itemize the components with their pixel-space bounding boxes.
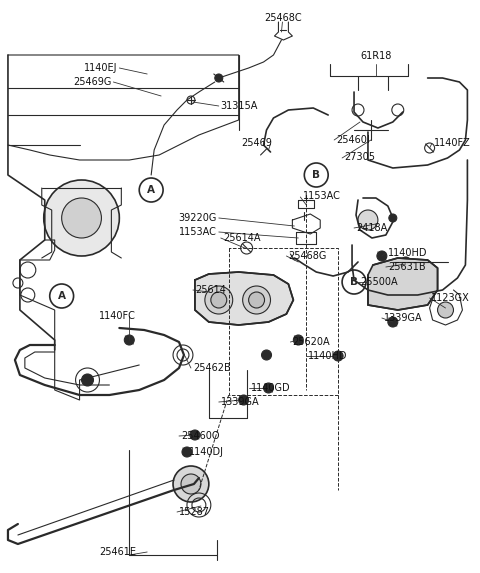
Circle shape — [333, 351, 343, 361]
Text: 25468G: 25468G — [288, 251, 327, 261]
Circle shape — [190, 430, 200, 440]
Text: 25614: 25614 — [195, 285, 226, 295]
Circle shape — [61, 198, 101, 238]
Text: 1140HD: 1140HD — [308, 351, 348, 361]
Text: 25469G: 25469G — [73, 77, 111, 87]
Circle shape — [181, 474, 201, 494]
Text: 25500A: 25500A — [360, 277, 397, 287]
Text: 25469: 25469 — [241, 138, 273, 148]
Text: 1140HD: 1140HD — [388, 248, 427, 258]
Circle shape — [124, 335, 134, 345]
Circle shape — [215, 74, 223, 82]
Circle shape — [182, 447, 192, 457]
Circle shape — [173, 466, 209, 502]
Text: 1140EJ: 1140EJ — [84, 63, 117, 73]
Circle shape — [262, 350, 272, 360]
Text: 1153AC: 1153AC — [303, 191, 341, 201]
Text: 1339GA: 1339GA — [384, 313, 422, 323]
Circle shape — [211, 292, 227, 308]
Text: 15287: 15287 — [179, 507, 210, 517]
Circle shape — [249, 292, 264, 308]
Text: A: A — [58, 291, 66, 301]
Text: 1140FC: 1140FC — [99, 311, 136, 321]
Text: B: B — [350, 277, 358, 287]
Text: 25620A: 25620A — [292, 337, 330, 347]
Text: 61R18: 61R18 — [360, 51, 392, 61]
Polygon shape — [368, 258, 438, 310]
Circle shape — [264, 383, 274, 393]
Circle shape — [358, 210, 378, 230]
Circle shape — [82, 374, 94, 386]
Text: 25631B: 25631B — [388, 262, 425, 272]
Circle shape — [239, 395, 249, 405]
Circle shape — [243, 286, 271, 314]
Text: 1140DJ: 1140DJ — [189, 447, 224, 457]
Text: 1123GX: 1123GX — [431, 293, 469, 303]
Text: 25461E: 25461E — [99, 547, 136, 557]
Text: 25462B: 25462B — [193, 363, 231, 373]
Circle shape — [293, 335, 303, 345]
Text: 25460O: 25460O — [181, 431, 219, 441]
Circle shape — [44, 180, 120, 256]
Text: 2418A: 2418A — [356, 223, 387, 233]
Text: 27305: 27305 — [344, 152, 375, 162]
Text: 1339GA: 1339GA — [221, 397, 259, 407]
Circle shape — [377, 251, 387, 261]
Circle shape — [401, 257, 411, 267]
Text: 1140FZ: 1140FZ — [433, 138, 470, 148]
Text: A: A — [147, 185, 155, 195]
Circle shape — [438, 302, 454, 318]
Text: 31315A: 31315A — [221, 101, 258, 111]
Text: 1140GD: 1140GD — [251, 383, 290, 393]
Text: 25614A: 25614A — [223, 233, 260, 243]
Text: 39220G: 39220G — [179, 213, 217, 223]
Circle shape — [205, 286, 233, 314]
Polygon shape — [195, 272, 293, 325]
Circle shape — [389, 214, 397, 222]
Text: 25460I: 25460I — [336, 135, 370, 145]
Circle shape — [388, 317, 398, 327]
Text: 1153AC: 1153AC — [179, 227, 217, 237]
Text: 25468C: 25468C — [264, 13, 302, 23]
Text: B: B — [312, 170, 320, 180]
